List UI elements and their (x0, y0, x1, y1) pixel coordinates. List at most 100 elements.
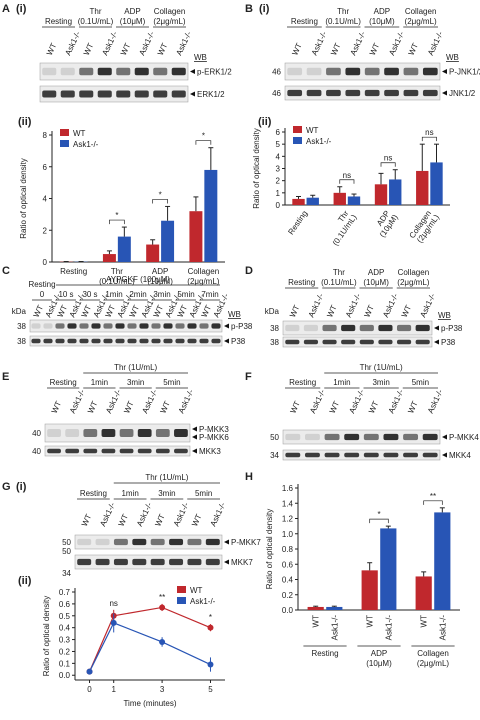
point (207, 661, 214, 668)
panel-letter: C (2, 265, 10, 277)
blot-band (163, 323, 173, 329)
lane-label: WT (190, 513, 203, 528)
y-tick-label: 0.4 (282, 576, 294, 585)
blot-band (139, 338, 149, 344)
kda-marker: 34 (62, 569, 71, 578)
y-tick-label: 0.5 (59, 612, 71, 621)
group-label: (2μg/mL) (405, 17, 438, 26)
legend-swatch (60, 129, 69, 136)
lane-label: WT (82, 42, 95, 57)
blot-strip (74, 534, 223, 550)
group-label: 3min (158, 489, 175, 498)
blot-band (47, 429, 61, 437)
lane-label: WT (122, 400, 135, 415)
bar (415, 576, 432, 610)
blot-band (211, 338, 221, 344)
lane-label: Ask1-/- (348, 30, 367, 57)
significance-label: * (159, 190, 162, 199)
blot-band (116, 67, 131, 76)
significance-label: * (377, 510, 380, 519)
lane-label: WT (406, 400, 419, 415)
kda-title: kDa (265, 307, 280, 316)
point (159, 604, 166, 611)
blot-band (422, 433, 438, 441)
blot-band (345, 89, 361, 97)
blot-band (103, 323, 113, 329)
blot-band (91, 338, 101, 344)
label-arrow (434, 325, 439, 331)
header-label: AYPGKF (100μM) (106, 275, 170, 284)
group-label: Resting (289, 378, 316, 387)
group-label: 10 s (58, 290, 73, 299)
lane-label: WT (288, 304, 301, 319)
blot-band (155, 448, 170, 454)
header-label: Thr (1U/mL) (360, 363, 403, 372)
label-arrow (442, 434, 447, 440)
blot-band (169, 558, 184, 566)
group-label: 0 (40, 290, 45, 299)
blot-band (396, 324, 412, 332)
blot-band (175, 323, 185, 329)
bar (102, 254, 116, 262)
bar (204, 169, 218, 262)
y-tick-label: 2 (276, 177, 281, 186)
legend-label: WT (306, 126, 319, 135)
blot-band (422, 89, 438, 97)
blot-band (139, 323, 149, 329)
group-label: Thr (337, 7, 349, 16)
label-arrow (442, 69, 447, 74)
blot-band (364, 67, 380, 76)
blot-band (415, 324, 430, 332)
group-label: 1min (91, 378, 108, 387)
bar (434, 512, 451, 610)
group-label: 3min (372, 378, 389, 387)
bar-name: WT (420, 615, 429, 628)
blot-band (97, 67, 112, 76)
lane-label: Ask1-/- (137, 30, 156, 57)
blot-band (134, 67, 149, 76)
lane-label: Ask1-/- (174, 30, 193, 57)
blot-band (77, 558, 92, 566)
lane-label: WT (153, 513, 166, 528)
lane-label: Ask1-/- (308, 388, 327, 415)
blot-band (55, 338, 65, 344)
blot-band (65, 429, 80, 437)
x-tick-label: Thr (111, 267, 123, 276)
kda-marker: 50 (62, 547, 71, 556)
label-arrow (190, 91, 195, 97)
bar-name: WT (312, 615, 321, 628)
lane-label: WT (86, 400, 99, 415)
blot-band (77, 538, 92, 546)
wb-label: WB (228, 310, 241, 319)
panel-letter: H (245, 471, 253, 483)
significance-bracket (369, 518, 389, 524)
x-tick-label: Resting (311, 649, 338, 658)
panel-label: (i) (16, 3, 27, 15)
x-tick-label: (10μM) (147, 277, 173, 286)
blot-strip (29, 335, 223, 347)
blot-band (174, 448, 188, 454)
lane-label: Ask1-/- (344, 292, 363, 319)
blot-band (322, 324, 337, 332)
blot-band (55, 323, 65, 329)
band-label: P-MKK6 (199, 433, 229, 442)
group-label: (0.1U/mL) (325, 17, 361, 26)
bar (306, 197, 319, 205)
group-label: Resting (50, 378, 77, 387)
bar (430, 162, 443, 205)
blot-band (324, 452, 340, 458)
y-axis-label: Ratio of optical density (252, 128, 261, 209)
kda-marker: 40 (32, 429, 41, 438)
group-label: 3min (153, 290, 170, 299)
lane-label: Ask1-/- (68, 388, 87, 415)
y-tick-label: 3 (276, 165, 281, 174)
legend-label: Ask1-/- (306, 137, 332, 146)
lane-label: Ask1-/- (347, 388, 366, 415)
y-tick-label: 0.4 (59, 624, 71, 633)
bar (361, 570, 378, 610)
x-tick-label: Collagen (188, 267, 220, 276)
y-tick-label: 5 (276, 140, 281, 149)
blot-band (303, 339, 319, 345)
blot-band (113, 558, 128, 566)
lane-label: WT (156, 42, 169, 57)
